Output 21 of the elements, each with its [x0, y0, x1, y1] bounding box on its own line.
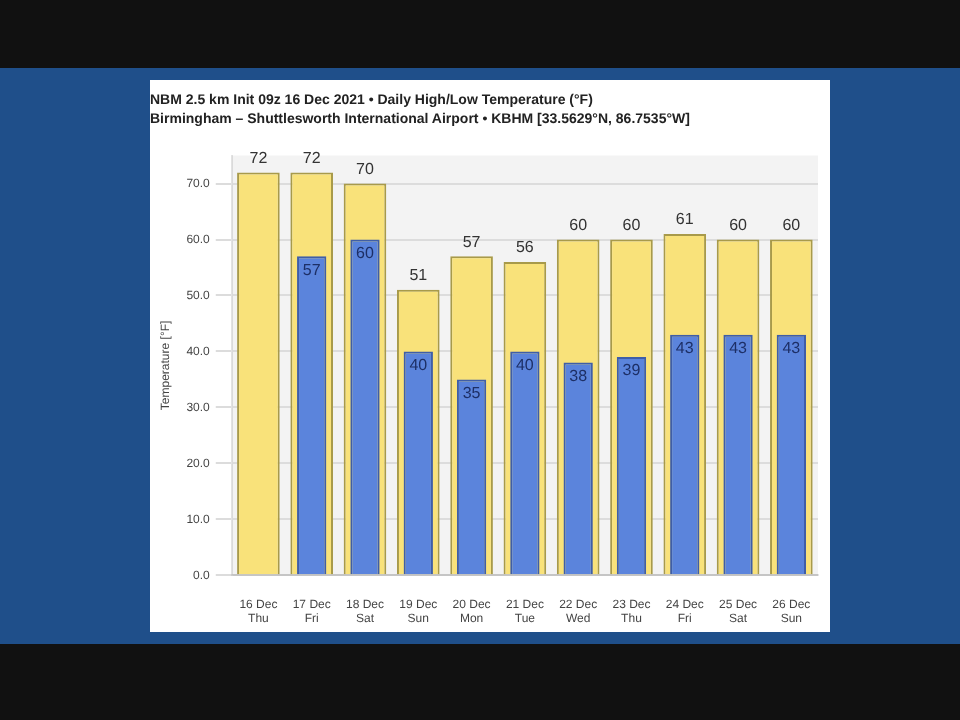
- data-label: 60: [356, 243, 375, 262]
- data-label: 60: [622, 215, 642, 234]
- data-label: 35: [462, 383, 482, 402]
- data-label: 40: [515, 355, 535, 374]
- data-label: 72: [249, 148, 269, 167]
- data-label: 38: [569, 367, 589, 386]
- data-label: 56: [515, 238, 535, 257]
- data-label: 57: [302, 260, 322, 279]
- data-label: 61: [675, 210, 695, 229]
- data-label: 43: [782, 339, 802, 358]
- data-label: 39: [622, 361, 642, 380]
- data-label: 40: [409, 355, 429, 374]
- data-label: 60: [782, 215, 802, 234]
- data-label: 57: [462, 232, 482, 251]
- data-label: 51: [409, 266, 429, 285]
- data-label: 60: [729, 215, 749, 234]
- data-label: 43: [675, 339, 695, 358]
- data-label: 70: [356, 159, 375, 178]
- data-label: 43: [729, 339, 749, 358]
- data-label: 60: [569, 215, 589, 234]
- data-label: 72: [302, 148, 322, 167]
